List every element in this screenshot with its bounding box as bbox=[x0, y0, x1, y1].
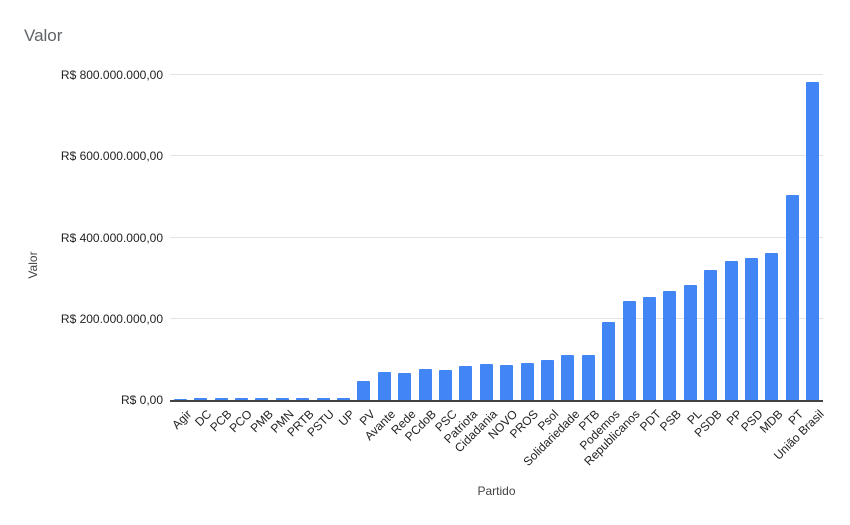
bar-dc[interactable] bbox=[194, 398, 208, 400]
y-tick-label: R$ 800.000.000,00 bbox=[60, 68, 163, 82]
bar-pmb[interactable] bbox=[255, 398, 269, 400]
y-tick-label: R$ 600.000.000,00 bbox=[60, 149, 163, 164]
bar-agir[interactable] bbox=[173, 398, 187, 400]
bar-podemos[interactable] bbox=[602, 322, 616, 400]
bar-mdb[interactable] bbox=[765, 252, 779, 400]
chart-title: Valor bbox=[24, 26, 63, 45]
bar-avante[interactable] bbox=[377, 371, 391, 400]
y-tick-label: R$ 200.000.000,00 bbox=[60, 311, 163, 326]
y-tick-label: R$ 0,00 bbox=[120, 393, 163, 407]
plot-area bbox=[170, 74, 823, 402]
gridline bbox=[170, 155, 823, 157]
bar-solidariedade[interactable] bbox=[561, 354, 575, 400]
y-axis-title: Valor bbox=[26, 251, 40, 279]
bar-pcb[interactable] bbox=[214, 398, 228, 400]
bar-psc[interactable] bbox=[438, 369, 452, 400]
x-axis-title: Partido bbox=[477, 484, 516, 498]
bar-pl[interactable] bbox=[683, 284, 697, 400]
bar-união-brasil[interactable] bbox=[806, 81, 820, 400]
bar-psb[interactable] bbox=[663, 291, 677, 400]
bar-psd[interactable] bbox=[745, 257, 759, 400]
bar-pco[interactable] bbox=[234, 398, 248, 400]
bar-pdt[interactable] bbox=[643, 297, 657, 400]
bar-prtb[interactable] bbox=[296, 397, 310, 400]
bar-pv[interactable] bbox=[357, 380, 371, 400]
bar-novo[interactable] bbox=[500, 364, 514, 400]
x-tick-label: PSB bbox=[656, 407, 684, 434]
bar-ptb[interactable] bbox=[581, 355, 595, 400]
bar-pp[interactable] bbox=[724, 261, 738, 400]
bar-pros[interactable] bbox=[520, 362, 534, 400]
x-tick-label: UP bbox=[335, 407, 358, 429]
y-tick-label: R$ 400.000.000,00 bbox=[60, 230, 163, 245]
bar-rede[interactable] bbox=[398, 372, 412, 400]
gridline bbox=[170, 74, 823, 75]
gridline bbox=[170, 317, 823, 319]
bar-psol[interactable] bbox=[541, 360, 555, 400]
x-tick-label: Agir bbox=[169, 407, 195, 432]
bar-up[interactable] bbox=[336, 397, 350, 400]
bar-psdb[interactable] bbox=[704, 270, 718, 400]
bar-pmn[interactable] bbox=[275, 398, 289, 400]
bar-pcdob[interactable] bbox=[418, 368, 432, 400]
bar-pt[interactable] bbox=[785, 194, 799, 400]
bar-republicanos[interactable] bbox=[622, 301, 636, 400]
bar-patriota[interactable] bbox=[459, 365, 473, 400]
bar-pstu[interactable] bbox=[316, 397, 330, 400]
bar-cidadania[interactable] bbox=[479, 364, 493, 400]
gridline bbox=[170, 236, 823, 238]
